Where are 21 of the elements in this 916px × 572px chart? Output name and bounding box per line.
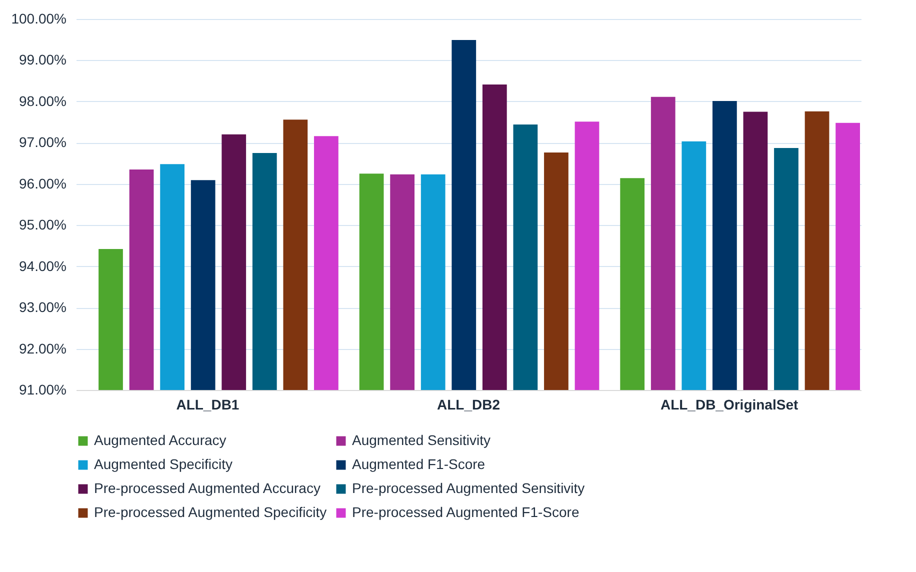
y-tick-label: 99.00% [19, 52, 66, 68]
y-tick-label: 96.00% [19, 175, 66, 192]
y-tick-label: 97.00% [19, 134, 66, 150]
y-tick-label: 94.00% [19, 258, 66, 274]
legend-label: Pre-processed Augmented Accuracy [94, 480, 320, 496]
y-tick-label: 92.00% [19, 340, 66, 356]
y-tick-label: 91.00% [19, 382, 66, 398]
y-tick-label: 98.00% [19, 92, 66, 109]
legend-label: Augmented Specificity [94, 456, 233, 472]
legend-label: Augmented F1-Score [352, 456, 486, 472]
x-tick-label: ALL_DB1 [176, 396, 240, 412]
legend-label: Augmented Accuracy [94, 432, 226, 448]
x-tick-label: ALL_DB_OriginalSet [660, 396, 798, 412]
legend-label: Augmented Sensitivity [352, 432, 491, 448]
legend-label: Pre-processed Augmented F1-Score [352, 504, 580, 520]
legend-label: Pre-processed Augmented Specificity [94, 504, 327, 520]
legend-label: Pre-processed Augmented Sensitivity [352, 480, 585, 496]
x-tick-label: ALL_DB2 [436, 396, 500, 412]
y-tick-label: 95.00% [19, 216, 66, 233]
y-tick-label: 100.00% [11, 10, 66, 26]
y-tick-label: 93.00% [19, 299, 66, 316]
